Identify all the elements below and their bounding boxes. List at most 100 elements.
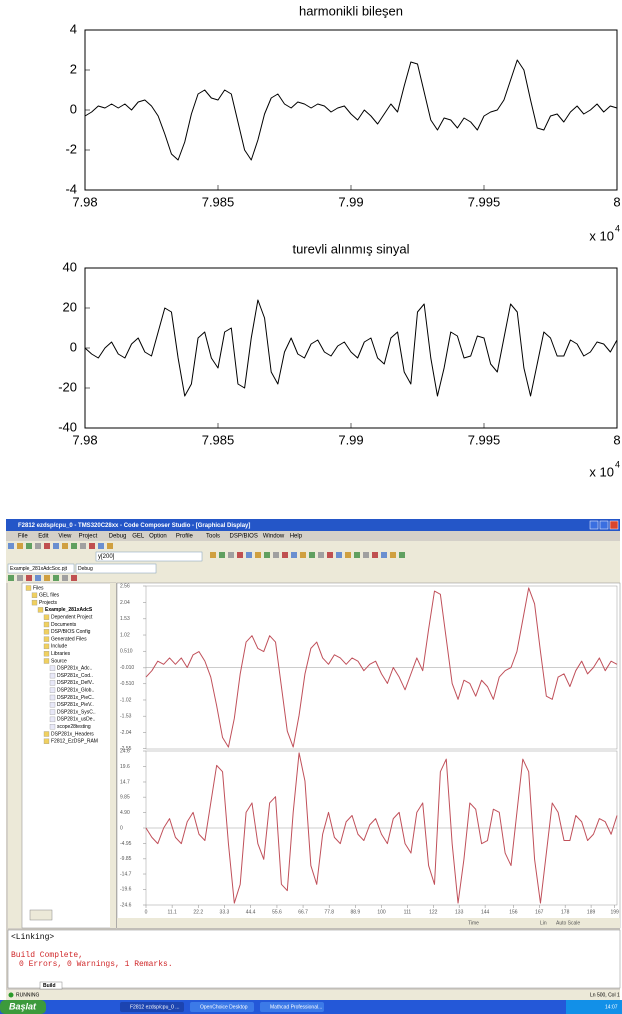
toolbar-icon[interactable]: [228, 552, 234, 558]
output-line: 0 Errors, 0 Warnings, 1 Remarks.: [19, 960, 173, 969]
output-tab-label: Build: [43, 983, 56, 989]
menu-item[interactable]: Project: [79, 534, 98, 540]
tree-label[interactable]: DSP281x_Adc..: [57, 666, 92, 672]
chart-title: harmonikli bileşen: [299, 3, 403, 18]
menu-item[interactable]: Edit: [38, 534, 49, 540]
menu-item[interactable]: Help: [290, 534, 303, 540]
toolbar-icon[interactable]: [273, 552, 279, 558]
toolbar-icon[interactable]: [327, 552, 333, 558]
tree-label[interactable]: Source: [51, 658, 67, 664]
x-multiplier-exponent: 4: [615, 223, 620, 233]
y-tick-label: 40: [63, 259, 77, 274]
tree-label[interactable]: F2812_EzDSP_RAM: [51, 739, 98, 745]
toolbar-icon[interactable]: [98, 543, 104, 549]
toolbar-icon[interactable]: [44, 575, 50, 581]
tree-label[interactable]: DSP281x_Glob..: [57, 688, 94, 694]
tree-label[interactable]: DSP281x_DefV..: [57, 680, 94, 686]
toolbar-icon[interactable]: [381, 552, 387, 558]
tree-label[interactable]: Documents: [51, 622, 77, 628]
toolbar-icon[interactable]: [246, 552, 252, 558]
tree-label[interactable]: Include: [51, 644, 67, 650]
x-tick-label: 167: [535, 909, 544, 915]
toolbar-icon[interactable]: [354, 552, 360, 558]
toolbar-icon[interactable]: [26, 575, 32, 581]
toolbar-icon[interactable]: [53, 543, 59, 549]
y-tick-label: 0: [120, 825, 123, 831]
minimize-button[interactable]: [590, 521, 598, 529]
toolbar-icon[interactable]: [237, 552, 243, 558]
toolbar-icon[interactable]: [89, 543, 95, 549]
menu-item[interactable]: DSP/BIOS: [230, 534, 258, 540]
toolbar-icon[interactable]: [399, 552, 405, 558]
toolbar-icon[interactable]: [44, 543, 50, 549]
toolbar-icon[interactable]: [62, 575, 68, 581]
tree-label[interactable]: DSP281x_SysC..: [57, 709, 96, 715]
tree-label[interactable]: DSP281x_Cod..: [57, 673, 93, 679]
toolbar-icon[interactable]: [291, 552, 297, 558]
toolbar-icon[interactable]: [71, 575, 77, 581]
tree-label[interactable]: scope28testing: [57, 724, 91, 730]
tree-label[interactable]: DSP281x_Headers: [51, 731, 94, 737]
toolbar-icon[interactable]: [71, 543, 77, 549]
toolbar-icon[interactable]: [53, 575, 59, 581]
toolbar-icon[interactable]: [17, 575, 23, 581]
menu-item[interactable]: GEL: [132, 534, 145, 540]
toolbar-icon[interactable]: [336, 552, 342, 558]
tree-label[interactable]: Libraries: [51, 651, 71, 657]
tree-scrollbar[interactable]: [110, 583, 116, 928]
y-tick-label: 0: [70, 101, 77, 116]
toolbar-icon[interactable]: [210, 552, 216, 558]
x-tick-label: 44.4: [246, 909, 256, 915]
task-label: F2812 ezdsp/cpu_0 ...: [130, 1004, 179, 1010]
toolbar-icon[interactable]: [345, 552, 351, 558]
toolbar-icon[interactable]: [372, 552, 378, 558]
toolbar-icon[interactable]: [35, 543, 41, 549]
tree-tabs[interactable]: [30, 910, 52, 920]
tree-label[interactable]: Example_281xAdcS: [45, 607, 93, 613]
menu-item[interactable]: Window: [263, 534, 285, 540]
tree-label[interactable]: Dependent Project: [51, 615, 93, 621]
toolbar-icon[interactable]: [107, 543, 113, 549]
toolbar-icon[interactable]: [264, 552, 270, 558]
menu-item[interactable]: Profile: [176, 534, 194, 540]
x-tick-label: 77.8: [324, 909, 334, 915]
toolbar-icon[interactable]: [8, 575, 14, 581]
task-label: OpenChoice Desktop: [200, 1004, 248, 1010]
menu-item[interactable]: Tools: [206, 534, 220, 540]
menu-item[interactable]: Option: [149, 534, 167, 540]
x-tick-label: 7.99: [338, 432, 363, 447]
toolbar-icon[interactable]: [390, 552, 396, 558]
tree-label[interactable]: DSP/BIOS Config: [51, 629, 91, 635]
toolbar-icon[interactable]: [80, 543, 86, 549]
tree-label[interactable]: GEL files: [39, 593, 60, 599]
menu-item[interactable]: File: [18, 534, 28, 540]
tree-label[interactable]: Generated Files: [51, 636, 87, 642]
y-tick-label: -24.6: [120, 902, 132, 908]
tree-label[interactable]: DSP281x_PieV..: [57, 702, 94, 708]
toolbar-icon[interactable]: [255, 552, 261, 558]
maximize-button[interactable]: [600, 521, 608, 529]
menu-item[interactable]: Debug: [109, 534, 127, 540]
toolbar-icon[interactable]: [62, 543, 68, 549]
tree-icon: [44, 615, 49, 620]
toolbar-icon[interactable]: [282, 552, 288, 558]
toolbar-icon[interactable]: [26, 543, 32, 549]
toolbar-icon[interactable]: [300, 552, 306, 558]
toolbar-icon[interactable]: [309, 552, 315, 558]
status-running: RUNNING: [16, 992, 39, 998]
tree-label[interactable]: DSP281x_usDe..: [57, 717, 95, 723]
close-button[interactable]: [610, 521, 618, 529]
tree-label[interactable]: Files: [33, 585, 44, 591]
x-tick-label: 8: [613, 432, 620, 447]
menu-item[interactable]: View: [58, 534, 72, 540]
toolbar-icon[interactable]: [35, 575, 41, 581]
toolbar-icon[interactable]: [219, 552, 225, 558]
tree-icon: [32, 593, 37, 598]
start-label: Başlat: [9, 1001, 37, 1011]
toolbar-icon[interactable]: [363, 552, 369, 558]
toolbar-icon[interactable]: [8, 543, 14, 549]
toolbar-icon[interactable]: [318, 552, 324, 558]
tree-label[interactable]: DSP281x_PieC..: [57, 695, 95, 701]
toolbar-icon[interactable]: [17, 543, 23, 549]
tree-label[interactable]: Projects: [39, 600, 58, 606]
